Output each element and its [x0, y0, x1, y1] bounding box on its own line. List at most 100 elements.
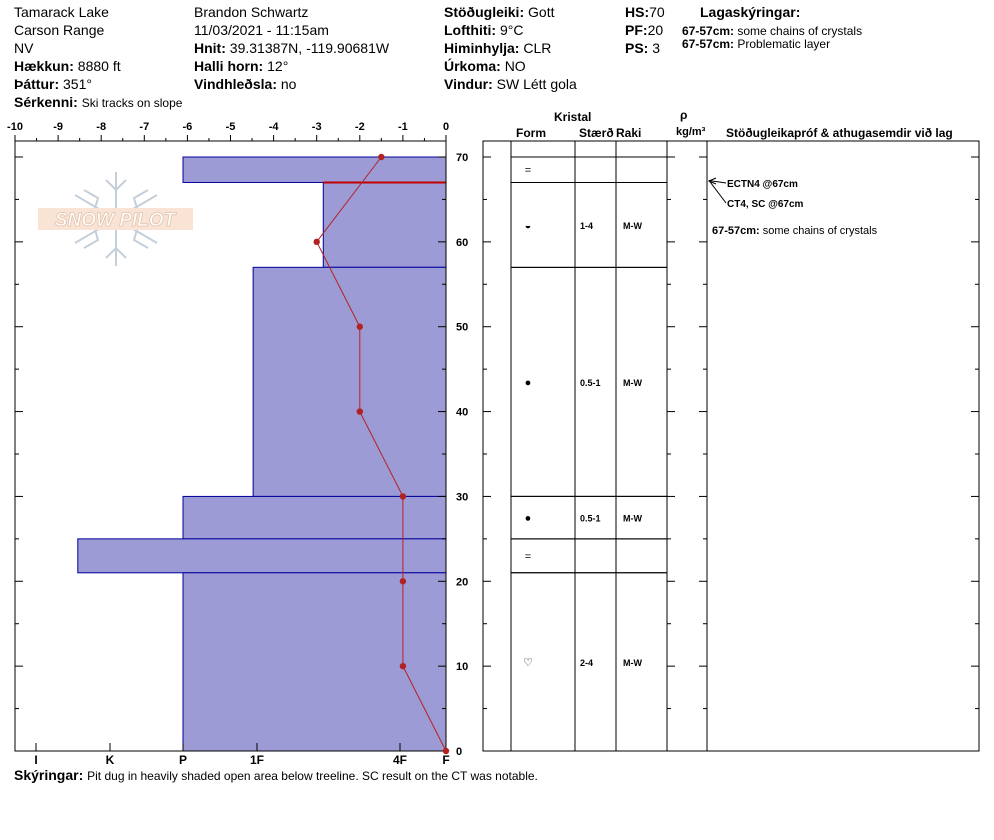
stability-value: Gott	[528, 4, 555, 20]
temperature-point	[442, 747, 450, 755]
temp-tick-label: -4	[269, 121, 280, 133]
grain-form-icon: =	[525, 165, 531, 177]
pf-label: PF:	[625, 22, 648, 38]
temp-tick-label: 0	[443, 121, 449, 133]
hardness-bar	[182, 495, 447, 540]
arrow-icon	[707, 177, 717, 185]
depth-tick-label: 70	[456, 152, 468, 164]
temp-tick-label: -5	[226, 121, 236, 133]
slope-label: Halli horn:	[194, 58, 264, 74]
precip-label: Úrkoma:	[444, 58, 501, 74]
hs-label: HS:	[625, 4, 650, 20]
temp-tick-label: -6	[183, 121, 193, 133]
test-leader-line	[708, 179, 727, 184]
grain-size: 1-4	[580, 221, 593, 231]
wind-loading-value: no	[280, 76, 297, 92]
density-unit: kg/m³	[676, 126, 706, 138]
coords-label: Hnit:	[194, 40, 226, 56]
notes-label: Skýringar:	[14, 767, 84, 783]
temperature-point	[313, 238, 320, 246]
temp-tick-label: -2	[355, 121, 365, 133]
hardness-tick-label: I	[34, 753, 37, 767]
coords-value: 39.31387N, -119.90681W	[229, 40, 390, 56]
elevation-value: 8880 ft	[77, 58, 121, 74]
temp-tick-label: -8	[96, 121, 106, 133]
features-label: Sérkenni:	[14, 94, 78, 110]
layer-comment: 67-57cm: some chains of crystals	[712, 225, 878, 237]
temp-tick-label: -7	[139, 121, 149, 133]
grain-form-icon: =	[525, 551, 531, 563]
pf-value: 20	[647, 22, 664, 38]
temp-tick-label: -3	[312, 121, 322, 133]
test-leader-line	[708, 180, 727, 204]
wind-loading-label: Vindhleðsla:	[194, 76, 277, 92]
logo-band	[38, 208, 193, 230]
form-header: Form	[516, 126, 546, 140]
sky-value: CLR	[523, 40, 552, 56]
grain-form-icon: ●	[525, 377, 532, 389]
hardness-bar	[252, 266, 447, 497]
depth-tick-label: 60	[456, 237, 468, 249]
depth-tick-label: 10	[456, 661, 468, 673]
sky-label: Himinhylja:	[444, 40, 520, 56]
temperature-point	[378, 153, 385, 161]
moisture-value: M-W	[623, 514, 642, 524]
layer-table-frame	[482, 140, 980, 752]
temperature-point	[399, 662, 407, 670]
temp-tick-label: -9	[53, 121, 63, 133]
features-value: Ski tracks on slope	[81, 96, 183, 110]
state-name: NV	[14, 40, 34, 56]
layer-comment-range: 67-57cm:	[712, 225, 763, 237]
ps-value: 3	[652, 40, 661, 56]
aspect-value: 351°	[63, 76, 92, 92]
depth-tick-label: 40	[456, 407, 468, 419]
depth-tick-label: 20	[456, 576, 468, 588]
moisture-value: M-W	[623, 378, 642, 388]
moisture-header: Raki	[616, 126, 642, 140]
location-name: Tamarack Lake	[14, 4, 109, 20]
logo-text: SNOW PILOT	[55, 210, 177, 231]
hardness-bar	[182, 572, 447, 752]
grain-form-icon: ◒	[525, 220, 532, 232]
stability-test: ECTN4 @67cm	[727, 179, 798, 190]
moisture-value: M-W	[623, 658, 642, 668]
precip-value: NO	[504, 58, 526, 74]
hardness-tick-label: 4F	[393, 753, 407, 767]
hardness-tick-label: 1F	[250, 753, 264, 767]
observation-datetime: 11/03/2021 - 11:15am	[194, 22, 329, 38]
temperature-line	[316, 156, 447, 752]
elevation-label: Hækkun:	[14, 58, 74, 74]
tests-header: Stöðugleikapróf & athugasemdir við lag	[726, 126, 953, 140]
stability-test: CT4, SC @67cm	[727, 199, 804, 210]
grain-size: 0.5-1	[580, 514, 601, 524]
observer-name: Brandon Schwartz	[194, 4, 309, 20]
layer-note-range: 67-57cm:	[682, 24, 735, 38]
grain-form-icon: ♡	[523, 657, 533, 669]
snowpilot-logo: SNOW PILOT	[38, 172, 193, 266]
temp-tick-label: -10	[7, 121, 23, 133]
grain-size: 2-4	[580, 658, 593, 668]
size-header: Stærð	[579, 126, 614, 140]
temperature-point	[356, 323, 363, 330]
grain-size: 0.5-1	[580, 378, 601, 388]
hardness-bar	[77, 538, 447, 574]
hs-value: 70	[649, 4, 665, 20]
depth-tick-label: 0	[456, 746, 462, 758]
stability-label: Stöðugleiki:	[444, 4, 525, 20]
hardness-tick-label: P	[179, 753, 187, 767]
hardness-tick-label: F	[442, 753, 449, 767]
depth-tick-label: 30	[456, 491, 468, 503]
layer-note-text: Problematic layer	[737, 37, 831, 51]
aspect-label: Þáttur:	[14, 76, 60, 92]
wind-value: SW Létt gola	[496, 76, 577, 92]
slope-value: 12°	[267, 58, 289, 74]
hardness-bar	[322, 181, 447, 268]
air-temp-value: 9°C	[499, 22, 524, 38]
temperature-point	[399, 578, 407, 585]
ps-label: PS:	[625, 40, 649, 56]
wind-label: Vindur:	[444, 76, 493, 92]
air-temp-label: Lofthiti:	[444, 22, 497, 38]
crystal-header: Kristal	[554, 110, 592, 124]
temperature-point	[399, 493, 407, 500]
